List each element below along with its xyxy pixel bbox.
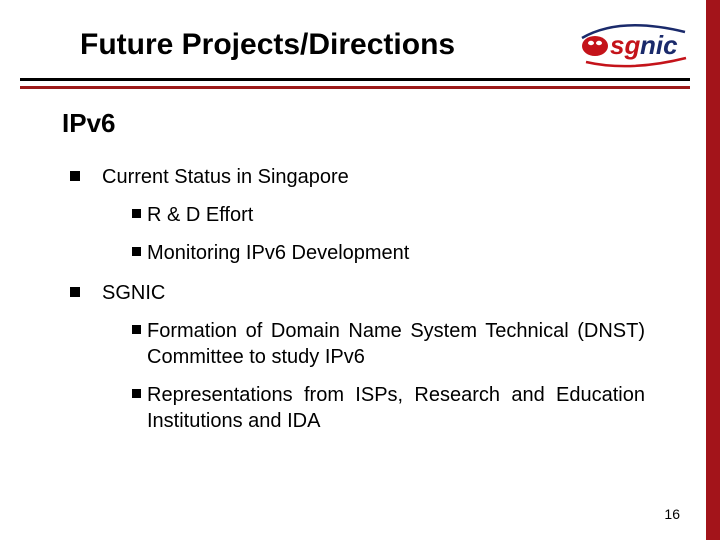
bullet-text: Formation of Domain Name System Technica… bbox=[147, 318, 645, 370]
square-bullet-icon bbox=[132, 325, 141, 334]
svg-text:sg: sg bbox=[610, 30, 640, 60]
slide: Future Projects/Directions sg nic IPv6 C… bbox=[0, 0, 720, 540]
square-bullet-icon bbox=[70, 171, 80, 181]
svg-text:nic: nic bbox=[640, 30, 678, 60]
bullet-text: Monitoring IPv6 Development bbox=[147, 240, 645, 266]
square-bullet-icon bbox=[132, 247, 141, 256]
bullet-level2: R & D Effort bbox=[132, 202, 650, 228]
slide-title: Future Projects/Directions bbox=[80, 28, 455, 62]
bullet-level2: Monitoring IPv6 Development bbox=[132, 240, 650, 266]
bullet-level2: Representations from ISPs, Research and … bbox=[132, 382, 650, 434]
square-bullet-icon bbox=[70, 287, 80, 297]
page-number: 16 bbox=[664, 506, 680, 522]
slide-subtitle: IPv6 bbox=[62, 108, 116, 139]
square-bullet-icon bbox=[132, 209, 141, 218]
bullet-level2: Formation of Domain Name System Technica… bbox=[132, 318, 650, 370]
bullet-text: R & D Effort bbox=[147, 202, 645, 228]
side-red-bar bbox=[706, 0, 720, 540]
bullet-text: Representations from ISPs, Research and … bbox=[147, 382, 645, 434]
bullet-level1: SGNIC bbox=[70, 280, 650, 306]
horizontal-rule-red bbox=[20, 86, 690, 89]
bullet-level1: Current Status in Singapore bbox=[70, 164, 650, 190]
bullet-text: Current Status in Singapore bbox=[102, 164, 349, 190]
bullet-text: SGNIC bbox=[102, 280, 165, 306]
content-area: Current Status in Singapore R & D Effort… bbox=[70, 150, 650, 434]
square-bullet-icon bbox=[132, 389, 141, 398]
horizontal-rule-black bbox=[20, 78, 690, 81]
sgnic-logo: sg nic bbox=[580, 18, 690, 68]
